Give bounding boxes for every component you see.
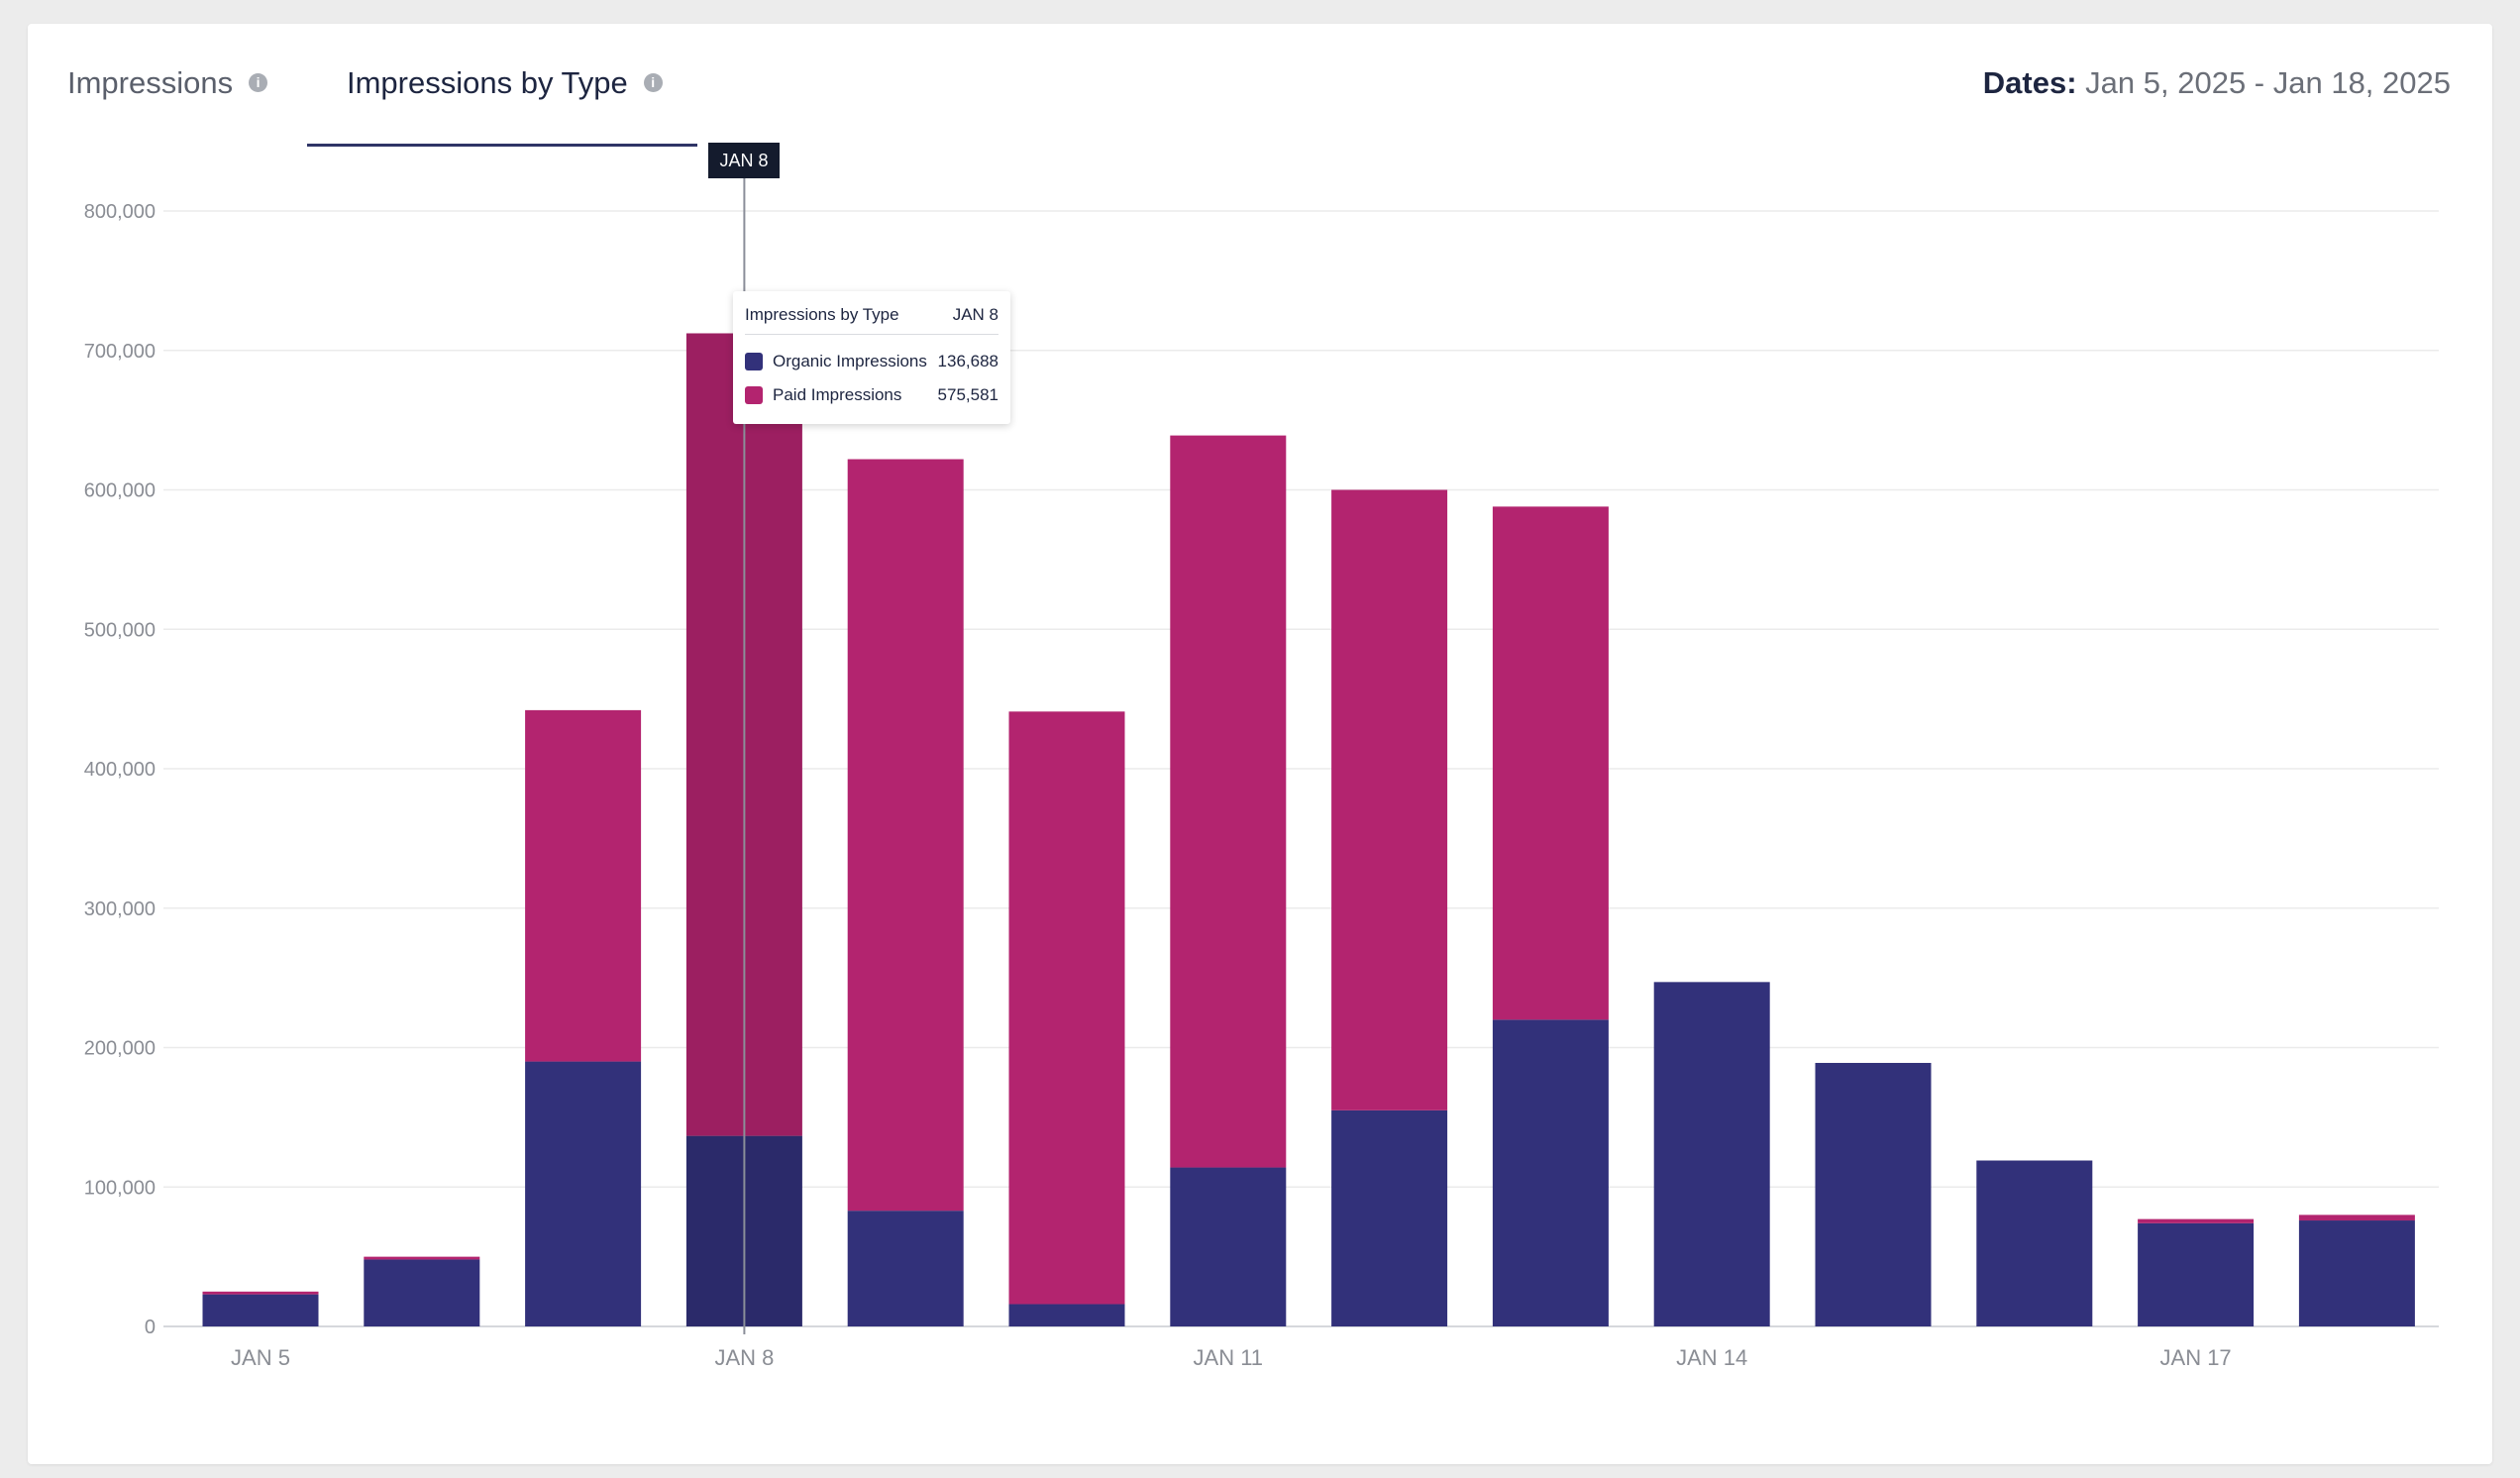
y-tick-label: 500,000 — [84, 619, 156, 641]
x-tick-label: JAN 8 — [714, 1345, 774, 1370]
bar-paid-impressions — [525, 709, 642, 1062]
bar-paid-impressions — [847, 459, 964, 1212]
bar-organic-impressions — [1008, 1304, 1125, 1326]
y-tick-label: 700,000 — [84, 341, 156, 363]
active-tab-indicator — [307, 144, 697, 147]
y-tick-label: 100,000 — [84, 1177, 156, 1199]
x-tick-label: JAN 14 — [1676, 1345, 1747, 1370]
hover-date-flag: JAN 8 — [708, 143, 780, 178]
tab-impressions-label: Impressions — [67, 65, 234, 100]
info-icon[interactable]: i — [249, 73, 268, 92]
chart-tooltip: Impressions by Type JAN 8 Organic Impres… — [733, 291, 1010, 424]
organic-swatch — [745, 353, 763, 370]
tooltip-series-value: 136,688 — [937, 352, 998, 370]
bar-organic-impressions — [202, 1294, 319, 1326]
y-tick-label: 800,000 — [84, 201, 156, 223]
bar-organic-impressions — [1815, 1062, 1932, 1326]
tooltip-row-paid: Paid Impressions 575,581 — [745, 378, 998, 412]
x-tick-label: JAN 17 — [2160, 1345, 2232, 1370]
y-tick-label: 300,000 — [84, 898, 156, 920]
bar-paid-impressions — [1008, 711, 1125, 1305]
y-tick-label: 600,000 — [84, 480, 156, 502]
bar-paid-impressions — [1170, 435, 1287, 1168]
bar-organic-impressions — [2298, 1220, 2415, 1326]
bar-organic-impressions — [364, 1259, 480, 1326]
tooltip-header: Impressions by Type JAN 8 — [745, 305, 998, 335]
bar-paid-impressions — [1331, 489, 1448, 1110]
tooltip-series-name: Organic Impressions — [773, 352, 927, 370]
bar-paid-impressions — [2138, 1218, 2255, 1223]
bar-paid-impressions — [364, 1256, 480, 1260]
x-tick-label: JAN 11 — [1194, 1345, 1264, 1370]
date-range[interactable]: Dates: Jan 5, 2025 - Jan 18, 2025 — [1983, 65, 2451, 101]
y-tick-label: 0 — [145, 1317, 156, 1338]
tooltip-row-organic: Organic Impressions 136,688 — [745, 345, 998, 378]
info-icon[interactable]: i — [643, 73, 663, 92]
tab-impressions[interactable]: Impressions i — [67, 65, 268, 155]
tab-impressions-by-type-label: Impressions by Type — [347, 65, 628, 100]
bar-organic-impressions — [1492, 1019, 1609, 1326]
bar-organic-impressions — [1653, 982, 1770, 1326]
tooltip-title: Impressions by Type — [745, 305, 899, 324]
bar-paid-impressions — [2298, 1214, 2415, 1221]
bar-paid-impressions — [1492, 506, 1609, 1020]
x-tick-label: JAN 5 — [231, 1345, 290, 1370]
paid-swatch — [745, 386, 763, 404]
bar-organic-impressions — [1976, 1160, 2093, 1326]
tab-impressions-by-type[interactable]: Impressions by Type i — [347, 65, 663, 155]
bar-paid-impressions — [202, 1291, 319, 1295]
tooltip-series-value: 575,581 — [937, 385, 998, 404]
bar-organic-impressions — [1170, 1167, 1287, 1326]
dates-label: Dates: — [1982, 65, 2077, 100]
bar-organic-impressions — [2138, 1222, 2255, 1326]
tooltip-date: JAN 8 — [952, 305, 998, 324]
bar-organic-impressions — [847, 1211, 964, 1326]
bar-organic-impressions — [1331, 1109, 1448, 1326]
bar-organic-impressions — [525, 1061, 642, 1326]
y-tick-label: 200,000 — [84, 1038, 156, 1060]
dates-value: Jan 5, 2025 - Jan 18, 2025 — [2085, 65, 2451, 100]
tooltip-series-name: Paid Impressions — [773, 385, 902, 404]
y-tick-label: 400,000 — [84, 759, 156, 781]
